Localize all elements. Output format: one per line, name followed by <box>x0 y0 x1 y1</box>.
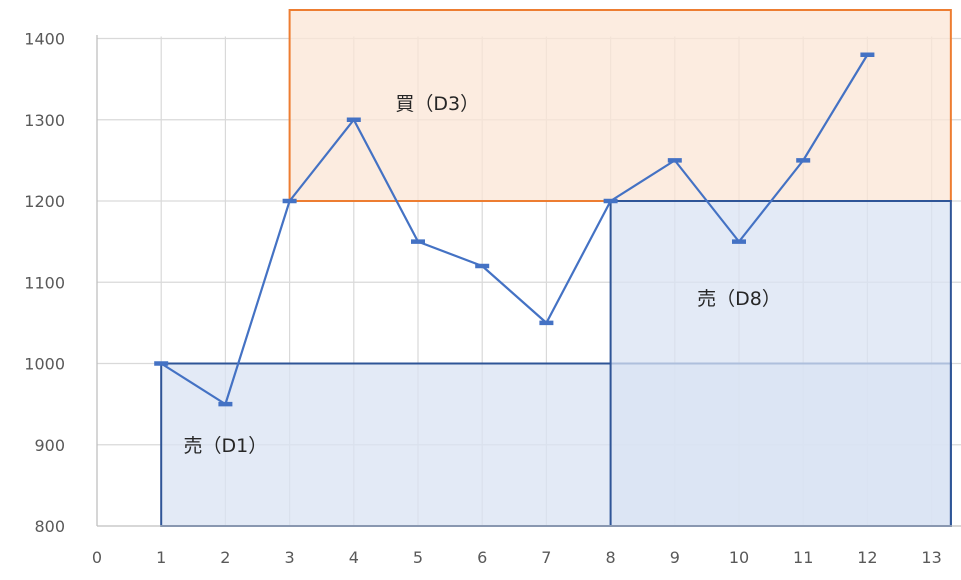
x-tick-label: 5 <box>413 548 423 567</box>
x-tick-label: 2 <box>220 548 230 567</box>
series <box>154 52 875 407</box>
x-tick-label: 6 <box>477 548 487 567</box>
x-tick-label: 8 <box>606 548 616 567</box>
axes <box>96 35 961 527</box>
x-tick-label: 1 <box>156 548 166 567</box>
x-tick-label: 3 <box>285 548 295 567</box>
region-label: 買（D3） <box>395 93 479 115</box>
y-tick-label: 1300 <box>24 111 65 130</box>
y-tick-label: 1100 <box>24 273 65 292</box>
series-line <box>160 54 869 406</box>
x-tick-label: 13 <box>921 548 941 567</box>
region-0 <box>288 9 952 202</box>
regions <box>160 9 952 527</box>
region-label: 売（D8） <box>697 288 781 310</box>
y-tick-label: 900 <box>34 436 65 455</box>
labels: 0 1 2 3 4 5 6 7 8 9 10 11 12 138009001000110012001300… <box>24 30 941 568</box>
x-tick-label: 7 <box>541 548 551 567</box>
y-tick-label: 800 <box>34 517 65 536</box>
x-tick-label: 9 <box>670 548 680 567</box>
y-tick-label: 1000 <box>24 355 65 374</box>
x-tick-label: 11 <box>793 548 813 567</box>
region-2 <box>609 200 952 527</box>
x-tick-label: 0 <box>92 548 102 567</box>
x-tick-label: 12 <box>857 548 877 567</box>
y-tick-label: 1400 <box>24 30 65 49</box>
x-tick-label: 4 <box>349 548 359 567</box>
region-label: 売（D1） <box>184 435 268 457</box>
y-tick-label: 1200 <box>24 192 65 211</box>
x-tick-label: 10 <box>729 548 749 567</box>
